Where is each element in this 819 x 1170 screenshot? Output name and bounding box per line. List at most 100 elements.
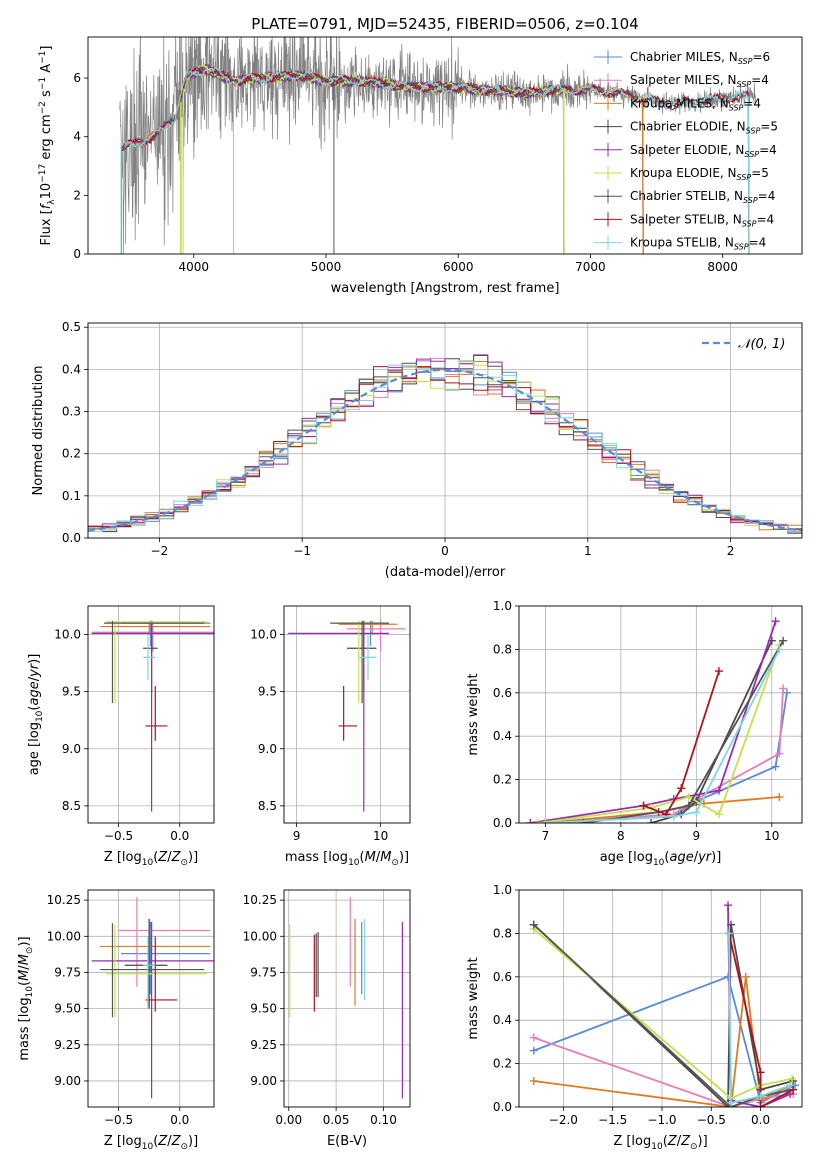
residuals-legend: 𝒩(0, 1): [702, 337, 785, 352]
weight-vs-z-plot-area: [529, 901, 800, 1107]
y-tick-label: 4: [73, 130, 81, 144]
y-tick-label: 0: [73, 247, 81, 261]
y-tick-label: 9.50: [54, 1002, 81, 1016]
weight-line-kroupa-stelib: [545, 648, 781, 823]
x-tick-label: 0.10: [370, 1113, 397, 1127]
errorbar-salpeter-miles: [91, 620, 214, 652]
y-tick-label: 0.4: [62, 362, 81, 376]
weight-vs-age-x-axis-label: age [log10(age/yr)]: [600, 850, 722, 868]
weight-point-salpeter-elodie: [526, 819, 535, 823]
x-tick-label: 10: [373, 829, 388, 843]
weight-line-kroupa-stelib: [728, 933, 791, 1104]
x-tick-label: −0.5: [104, 1113, 133, 1127]
x-tick-label: −1.5: [598, 1113, 627, 1127]
weight-vs-z-axes: −2.0 −1.5 −1.0 −0.5 0.0 0.0 0.2 0.4 0.6 0.8 1.0 Z […: [466, 883, 802, 1152]
y-tick-label: 9.5: [258, 685, 277, 699]
weight-point-chabrier-miles: [771, 762, 780, 771]
age-vs-z-frame: [87, 605, 215, 824]
weight-vs-age-axes: 7 8 9 10 0.0 0.2 0.4 0.6 0.8 1.0 age [log10(age/yr…: [466, 599, 802, 868]
age-vs-z-plot-area: [91, 620, 214, 812]
errorbar-salpeter-elodie: [91, 921, 214, 1099]
y-tick-label: 9.0: [258, 742, 277, 756]
spectrum-x-axis-label: wavelength [Angstrom, rest frame]: [331, 281, 560, 296]
weight-point-kroupa-stelib: [541, 819, 550, 823]
errorbar-kroupa-stelib: [143, 936, 156, 1009]
y-tick-label: 10.0: [54, 628, 81, 642]
y-tick-label: 9.00: [250, 1074, 277, 1088]
y-tick-label: 0.8: [493, 642, 512, 656]
weight-point-salpeter-elodie: [724, 901, 733, 910]
errorbar-chabrier-elodie: [124, 918, 168, 1009]
weight-point-kroupa-stelib: [775, 645, 784, 654]
age-vs-z-x-axis-label: Z [log10(Z/Z⊙)]: [104, 850, 198, 868]
y-tick-label: 1.0: [493, 883, 512, 897]
y-tick-label: 9.50: [250, 1002, 277, 1016]
errorbar-salpeter-stelib: [145, 936, 178, 1012]
mass-vs-z-plot-area: [91, 897, 214, 1099]
weight-point-kroupa-elodie: [533, 819, 542, 823]
weight-point-kroupa-stelib: [725, 929, 734, 938]
errorbar-chabrier-stelib: [103, 620, 205, 704]
weight-point-kroupa-elodie: [788, 1074, 797, 1083]
mass-vs-z-axes: −0.5 0.0 9.00 9.25 9.50 9.75 10.00 10.25 Z [log1…: [17, 890, 214, 1152]
spectrum-y-axis-label: Flux [fλ10−17 erg cm−2 s−1 A−1]: [38, 46, 57, 246]
y-tick-label: 9.0: [62, 742, 81, 756]
errorbar-kroupa-elodie: [106, 620, 207, 704]
age-vs-z-y-axis-label: age [log10(age/yr)]: [27, 654, 45, 776]
legend-label-chabrier-stelib: Chabrier STELIB, NSSP=4: [630, 189, 775, 205]
x-tick-label: 7: [542, 829, 550, 843]
y-tick-label: 0.6: [493, 970, 512, 984]
weight-point-salpeter-miles: [775, 749, 784, 758]
x-tick-label: 6000: [443, 260, 474, 274]
x-tick-label: 8000: [707, 260, 738, 274]
errorbar-salpeter-elodie: [288, 620, 389, 812]
weight-point-salpeter-miles: [529, 1033, 538, 1042]
weight-point-salpeter-elodie: [714, 786, 723, 795]
weight-point-chabrier-miles: [529, 1046, 538, 1055]
y-tick-label: 0.0: [493, 1100, 512, 1114]
legend-label-normal: 𝒩(0, 1): [738, 337, 785, 352]
model-spectrum-kroupa-stelib: [120, 67, 750, 254]
x-tick-label: 0.0: [170, 829, 189, 843]
errorbar-salpeter-miles: [347, 620, 406, 652]
mass-vs-ebv-x-axis-label: E(B-V): [327, 1134, 367, 1149]
y-tick-label: 2: [73, 188, 81, 202]
x-tick-label: 0: [441, 544, 449, 558]
errorbar-chabrier-stelib: [100, 923, 205, 1018]
y-tick-label: 0.0: [493, 816, 512, 830]
age-vs-mass-frame: [283, 605, 411, 824]
spectrum-legend: Chabrier MILES, NSSP=6 Salpeter MILES, NS…: [594, 50, 778, 252]
weight-point-chabrier-stelib: [779, 636, 788, 645]
residual-histogram-kroupa-stelib: [88, 361, 802, 533]
weight-line-kroupa-elodie: [537, 644, 781, 823]
legend-label-chabrier-elodie: Chabrier ELODIE, NSSP=5: [630, 120, 778, 136]
errorbar-chabrier-stelib: [330, 620, 389, 704]
legend-label-salpeter-stelib: Salpeter STELIB, NSSP=4: [630, 212, 774, 228]
y-tick-label: 0.4: [493, 1013, 512, 1027]
spectrum-axes: 4000 5000 6000 7000 8000 0 2 4 6 wavelength [Angs…: [38, 46, 738, 297]
spectrum-plot-area: [119, 37, 756, 254]
x-tick-label: 10: [764, 829, 779, 843]
y-tick-label: 0.5: [62, 320, 81, 334]
weight-point-salpeter-miles: [779, 684, 788, 693]
y-tick-label: 0.2: [62, 447, 81, 461]
x-tick-label: −0.5: [697, 1113, 726, 1127]
mass-vs-z-y-axis-label: mass [log10(M/M⊙)]: [17, 936, 35, 1060]
y-tick-label: 10.25: [47, 893, 81, 907]
y-tick-label: 0.8: [493, 926, 512, 940]
y-tick-label: 6: [73, 71, 81, 85]
weight-point-kroupa-stelib: [727, 1098, 736, 1107]
legend-label-kroupa-stelib: Kroupa STELIB, NSSP=4: [630, 236, 766, 252]
errorbar-chabrier-miles: [121, 921, 211, 995]
y-tick-label: 0.2: [493, 1057, 512, 1071]
residuals-plot-area: [88, 354, 802, 534]
weight-line-salpeter-stelib: [728, 933, 794, 1107]
y-tick-label: 9.25: [54, 1038, 81, 1052]
errorbar-salpeter-miles: [118, 897, 211, 987]
x-tick-label: 9: [293, 829, 301, 843]
x-tick-label: −1: [293, 544, 311, 558]
weight-point-kroupa-stelib: [669, 812, 678, 821]
weight-line-salpeter-stelib: [643, 670, 720, 816]
x-tick-label: 5000: [311, 260, 342, 274]
weight-line-chabrier-stelib: [582, 640, 784, 823]
